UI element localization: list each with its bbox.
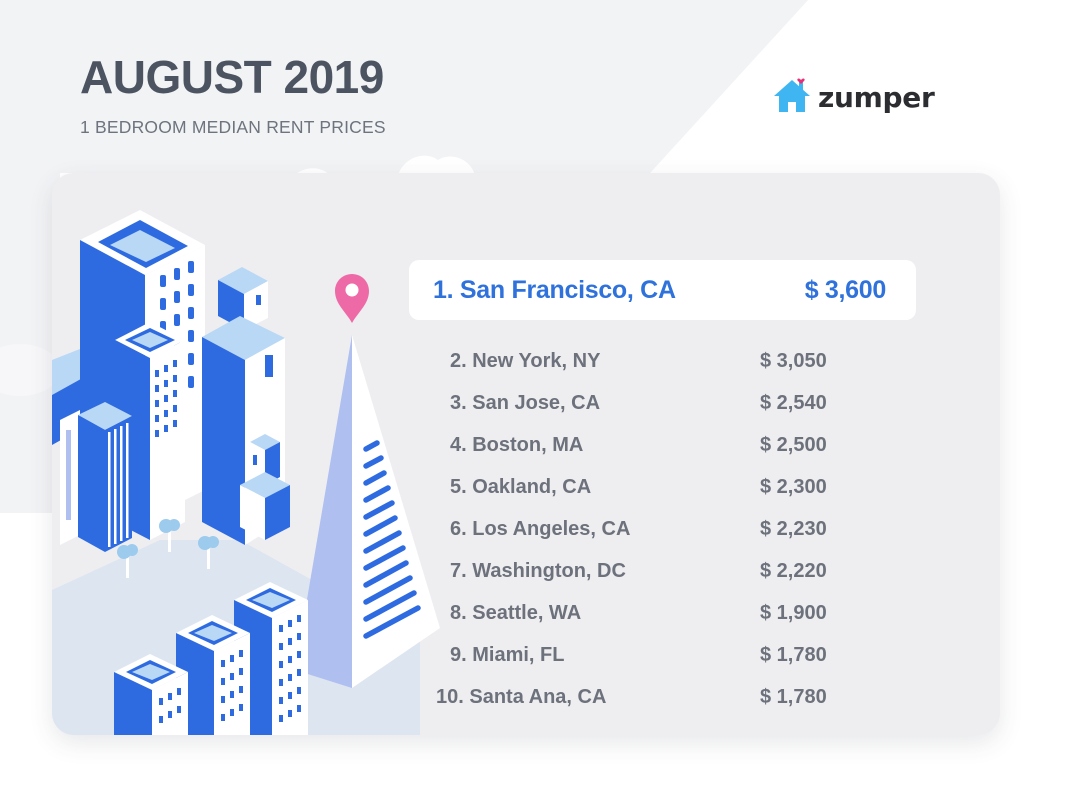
list-item: 10. Santa Ana, CA $ 1,780 — [436, 676, 870, 718]
price-value: $ 2,230 — [760, 518, 827, 540]
city-label: 5. Oakland, CA — [450, 476, 592, 499]
top-ranked-row: 1. San Francisco, CA $ 3,600 — [409, 260, 916, 320]
page-subtitle: 1 BEDROOM MEDIAN RENT PRICES — [80, 117, 386, 137]
price-value: $ 2,500 — [760, 434, 827, 457]
city-label: 7. Washington, DC — [450, 559, 626, 582]
price-value: $ 1,780 — [760, 685, 827, 708]
brand-name: zumper — [818, 81, 935, 114]
map-pin-icon — [335, 274, 369, 323]
list-item: 9. Miami, FL $ 1,780 — [450, 634, 870, 676]
list-item: 5. Oakland, CA $ 2,300 — [450, 467, 870, 509]
city-label: 2. New York, NY — [450, 350, 601, 373]
cloud-icon — [398, 155, 475, 175]
price-value: $ 1,900 — [760, 601, 827, 624]
list-item: 7. Washington, DC $ 2,220 — [450, 550, 870, 592]
tree-icon — [117, 519, 219, 578]
house-heart-icon — [774, 78, 810, 112]
list-item: 6. Los Angeles, CA $ 2,230 — [450, 509, 870, 551]
price-value: $ 2,300 — [760, 476, 827, 499]
list-item: 4. Boston, MA $ 2,500 — [450, 425, 870, 467]
city-label: 6. Los Angeles, CA — [450, 518, 631, 540]
rankings-card: 1. San Francisco, CA $ 3,600 2. New York… — [52, 173, 1000, 735]
top-city: 1. San Francisco, CA — [433, 275, 676, 304]
price-value: $ 1,780 — [760, 643, 827, 666]
top-price: $ 3,600 — [804, 275, 887, 304]
city-label: 10. Santa Ana, CA — [436, 685, 607, 708]
city-label: 3. San Jose, CA — [450, 392, 601, 415]
list-item: 8. Seattle, WA $ 1,900 — [450, 592, 870, 634]
price-value: $ 2,220 — [760, 559, 827, 582]
rankings-list: 2. New York, NY $ 3,050 3. San Jose, CA … — [436, 341, 870, 718]
city-label: 9. Miami, FL — [450, 643, 565, 666]
city-label: 8. Seattle, WA — [450, 601, 582, 624]
list-item: 3. San Jose, CA $ 2,540 — [450, 383, 870, 425]
price-value: $ 3,050 — [760, 350, 827, 373]
list-item: 2. New York, NY $ 3,050 — [450, 341, 870, 383]
city-label: 4. Boston, MA — [450, 434, 584, 457]
page-title: AUGUST 2019 — [80, 51, 384, 103]
zumper-logo: zumper — [772, 76, 935, 114]
price-value: $ 2,540 — [760, 392, 827, 415]
city-illustration — [52, 210, 440, 735]
